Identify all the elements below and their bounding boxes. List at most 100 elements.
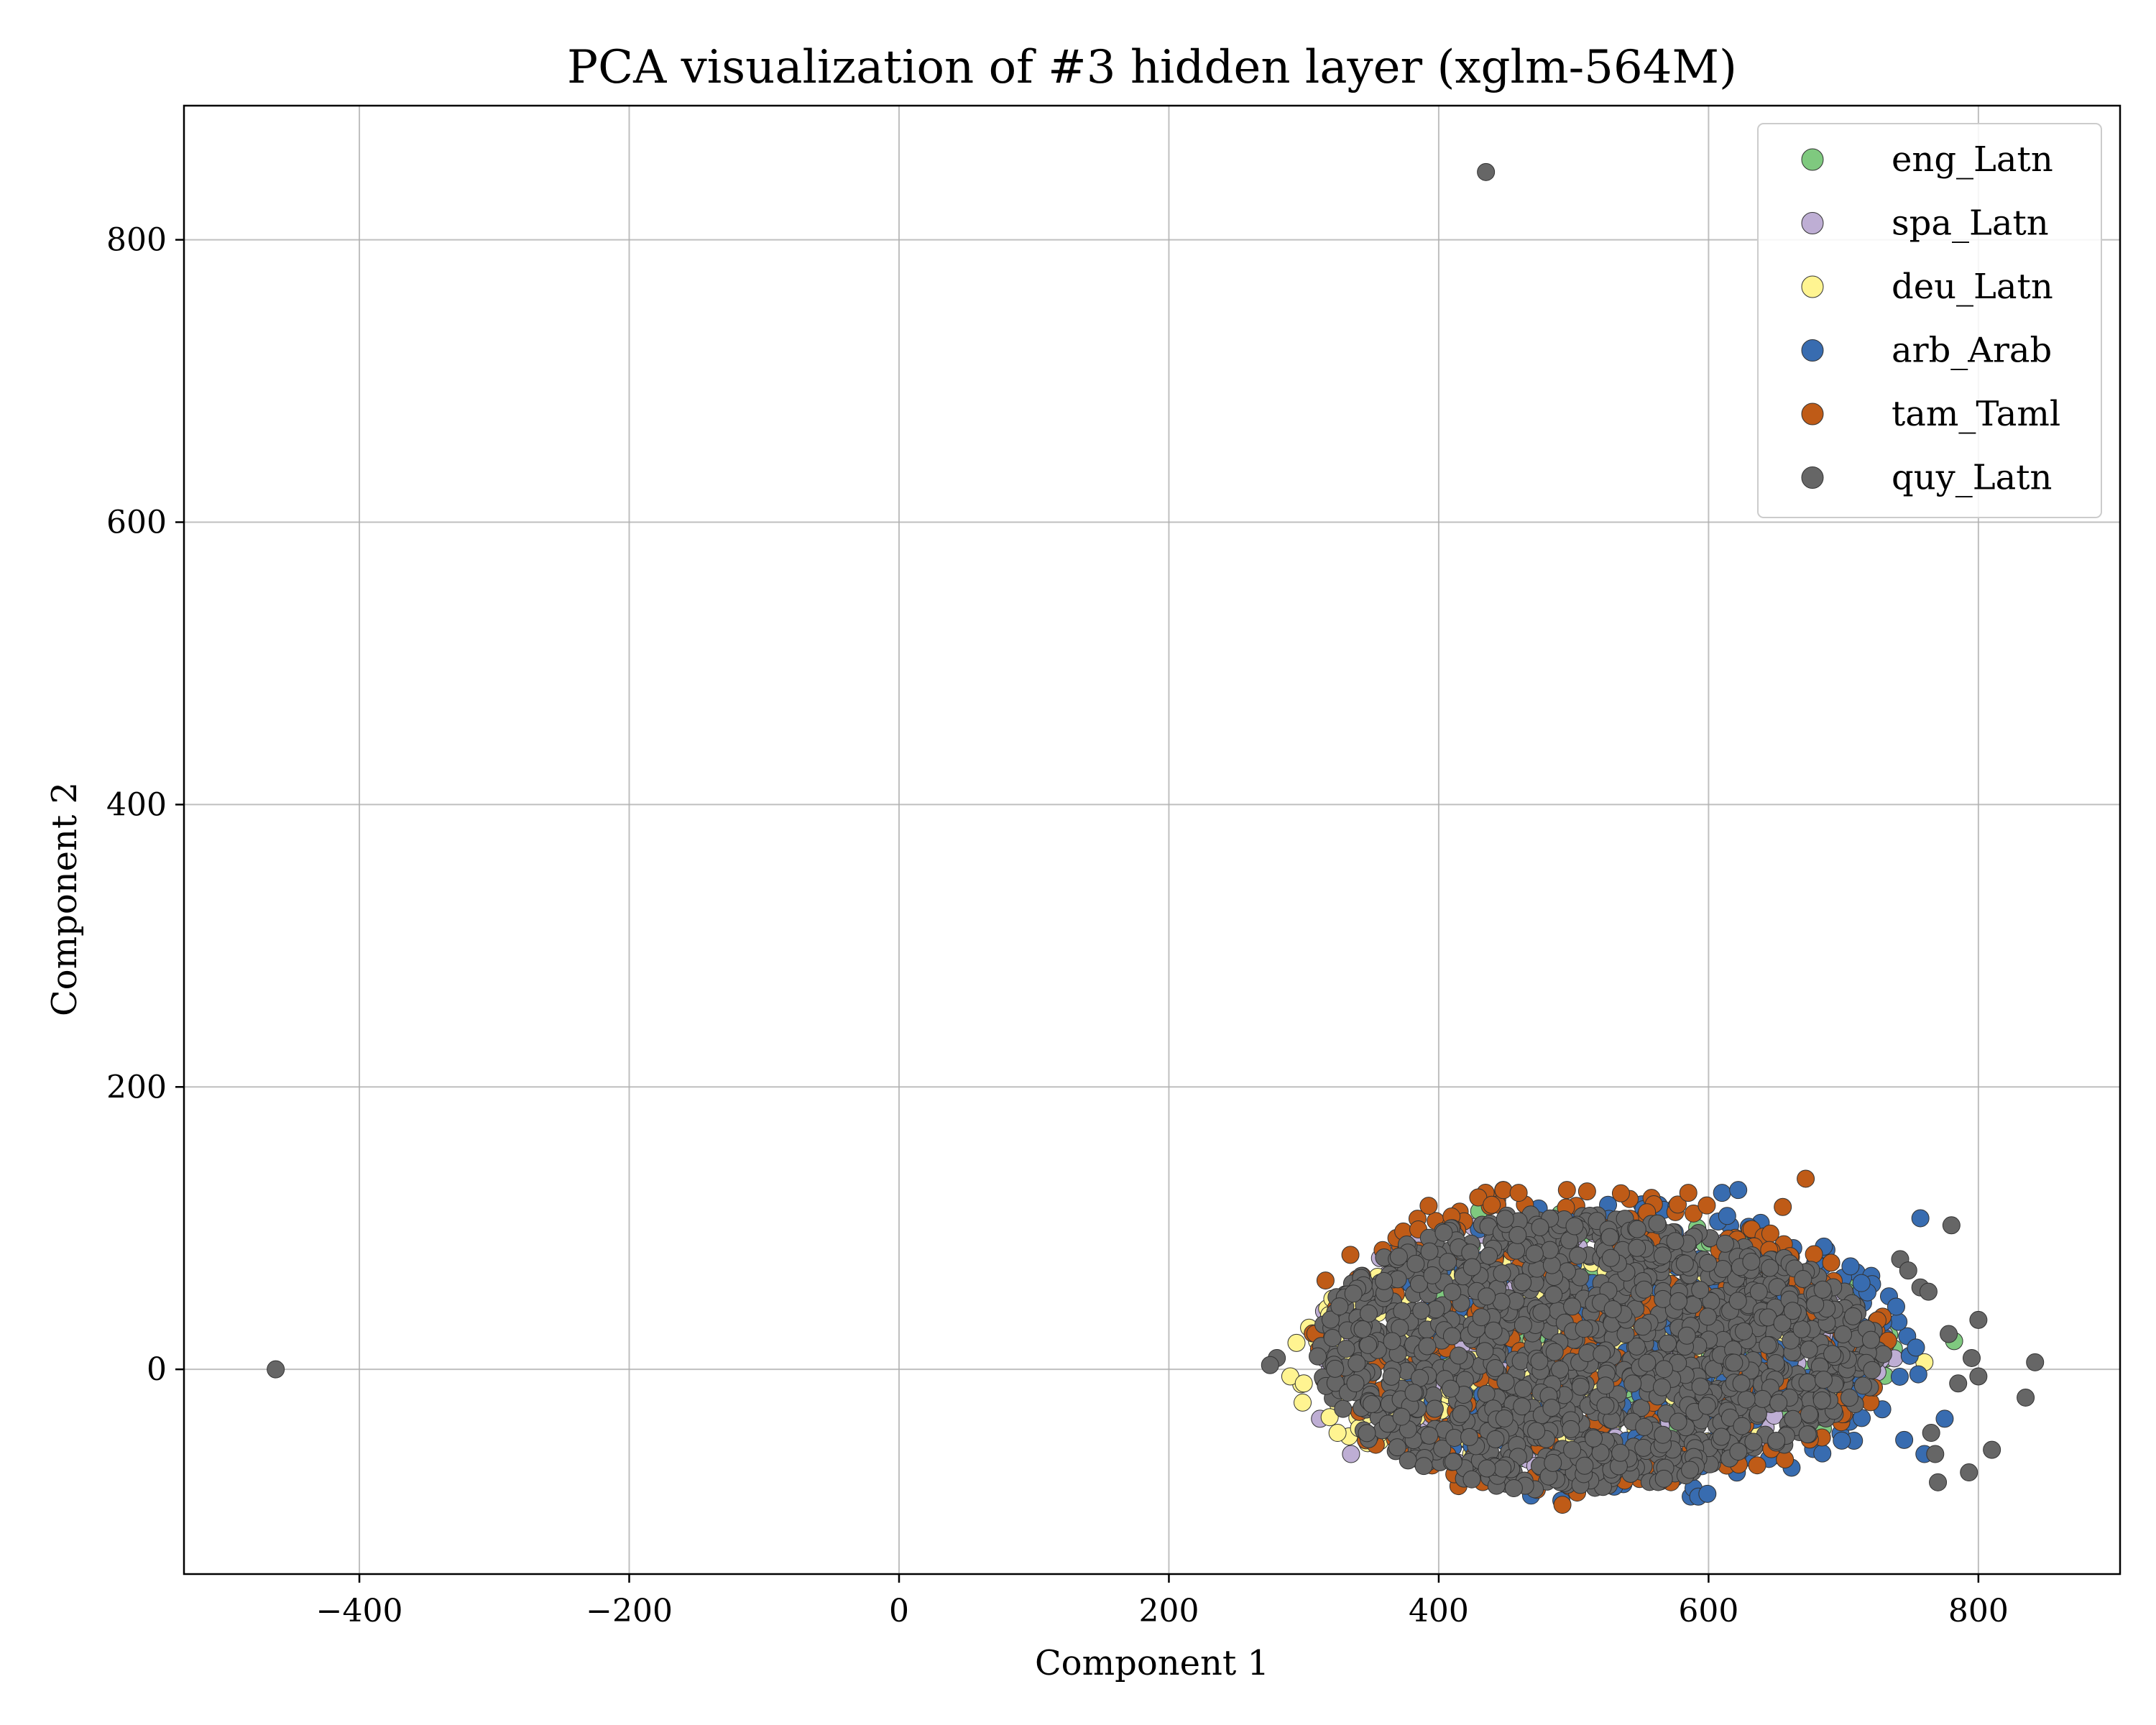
data-point	[1450, 1346, 1468, 1365]
data-point	[1767, 1432, 1786, 1450]
data-point	[1611, 1443, 1630, 1462]
data-point	[1669, 1292, 1688, 1310]
data-point	[1363, 1394, 1381, 1413]
data-point	[1773, 1314, 1792, 1333]
data-point	[1569, 1246, 1588, 1265]
data-point	[1960, 1463, 1978, 1482]
data-point	[1433, 1440, 1452, 1458]
data-point	[1486, 1359, 1505, 1378]
data-point	[1840, 1389, 1858, 1407]
data-point	[1805, 1245, 1823, 1264]
data-point	[1346, 1374, 1365, 1393]
data-point	[1309, 1347, 1327, 1366]
data-point	[1698, 1484, 1717, 1503]
data-point	[1404, 1384, 1423, 1402]
data-point	[1478, 1287, 1496, 1306]
data-point	[1907, 1338, 1925, 1357]
legend-label: eng_Latn	[1892, 139, 2053, 180]
data-point	[1669, 1195, 1687, 1214]
data-point	[1669, 1412, 1687, 1431]
data-point	[1294, 1393, 1312, 1412]
data-point	[1635, 1280, 1654, 1299]
data-point	[1814, 1371, 1833, 1389]
data-point	[1733, 1417, 1751, 1435]
x-tick-label: 400	[1409, 1593, 1469, 1629]
data-point	[1841, 1257, 1860, 1276]
data-point	[1462, 1258, 1481, 1276]
x-tick-label: −200	[586, 1593, 673, 1629]
data-point	[1659, 1334, 1677, 1353]
grid-lines	[184, 106, 2120, 1574]
data-point	[1797, 1169, 1815, 1188]
data-point	[1691, 1377, 1710, 1396]
data-point	[1792, 1320, 1811, 1338]
data-point	[1484, 1321, 1503, 1340]
data-point	[1716, 1234, 1735, 1253]
data-point	[1748, 1456, 1766, 1475]
data-point	[1729, 1181, 1748, 1200]
legend-label: spa_Latn	[1892, 203, 2049, 244]
data-point	[1439, 1253, 1457, 1271]
data-point	[1334, 1399, 1353, 1418]
legend-marker	[1801, 402, 1824, 426]
data-point	[1632, 1399, 1651, 1417]
data-point	[1834, 1325, 1853, 1344]
data-point	[1434, 1223, 1453, 1242]
data-point	[1822, 1254, 1841, 1272]
data-point	[1344, 1284, 1363, 1303]
data-point	[1949, 1374, 1968, 1393]
axis-ticks: −400 −200 0 200 400 600 800 0 200 400 600 800	[106, 222, 2009, 1629]
data-point	[1328, 1424, 1347, 1443]
data-point	[1800, 1340, 1818, 1359]
data-point	[1544, 1285, 1563, 1304]
data-point	[1697, 1196, 1716, 1215]
data-point	[1638, 1353, 1657, 1372]
plot-frame	[183, 104, 2122, 1576]
data-point	[1962, 1348, 1981, 1367]
data-point	[1853, 1376, 1872, 1395]
data-point	[1509, 1184, 1528, 1202]
data-point	[1540, 1241, 1559, 1259]
legend-label: tam_Taml	[1892, 394, 2060, 434]
data-point	[1508, 1225, 1527, 1244]
data-point	[1514, 1379, 1533, 1398]
data-point	[1412, 1301, 1431, 1320]
data-point	[1261, 1356, 1279, 1374]
data-point	[1399, 1451, 1417, 1470]
data-point	[1514, 1273, 1532, 1292]
data-point	[1565, 1217, 1584, 1236]
data-point	[1681, 1460, 1700, 1479]
data-point	[1942, 1216, 1961, 1235]
data-point	[1496, 1373, 1515, 1392]
data-point	[1545, 1343, 1564, 1361]
scatter-points	[267, 162, 2045, 1514]
data-point	[1922, 1424, 1940, 1443]
data-point	[1725, 1353, 1743, 1372]
data-point	[1571, 1377, 1590, 1396]
data-point	[1635, 1417, 1654, 1436]
x-axis-label: Component 1	[1035, 1643, 1269, 1683]
data-point	[1734, 1322, 1753, 1340]
data-point	[1833, 1431, 1851, 1450]
data-point	[1761, 1224, 1779, 1243]
data-point	[1874, 1345, 1892, 1363]
y-axis-label: Component 2	[45, 782, 85, 1016]
data-point	[1513, 1397, 1531, 1416]
data-point	[1420, 1242, 1439, 1261]
data-point	[1806, 1295, 1825, 1314]
data-point	[1983, 1440, 2001, 1459]
data-point	[1337, 1340, 1355, 1358]
data-point	[1654, 1289, 1672, 1308]
data-point	[1684, 1204, 1703, 1223]
data-point	[1382, 1367, 1401, 1386]
data-point	[1493, 1264, 1511, 1283]
data-point	[1634, 1438, 1653, 1457]
data-point	[1557, 1181, 1576, 1200]
data-point	[1648, 1214, 1667, 1233]
data-point	[1493, 1459, 1512, 1478]
legend-box	[1757, 123, 2102, 518]
data-point	[1861, 1330, 1880, 1349]
data-point	[1794, 1270, 1812, 1289]
data-point	[1409, 1274, 1428, 1293]
data-point	[1553, 1496, 1572, 1514]
